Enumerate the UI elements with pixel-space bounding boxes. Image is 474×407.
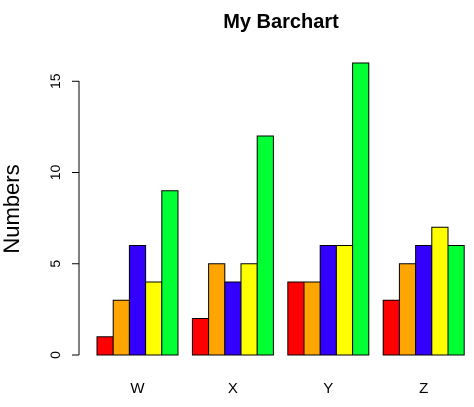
y-tick-label: 10 (47, 165, 63, 181)
bar-Z-1 (382, 299, 400, 356)
chart-title: My Barchart (223, 11, 339, 33)
bar-Z-2 (398, 263, 417, 356)
bar-W-4 (145, 281, 163, 356)
category-label-W: W (130, 380, 145, 397)
bar-Y-1 (287, 281, 305, 356)
bar-Y-4 (335, 245, 354, 356)
y-tick-label: 15 (47, 73, 63, 89)
category-labels: W X Y Z (130, 380, 428, 397)
bar-Y-2 (303, 281, 321, 356)
y-tick-label: 0 (47, 351, 63, 359)
category-label-Z: Z (419, 380, 428, 397)
bar-X-2 (208, 263, 226, 356)
category-label-Y: Y (323, 380, 333, 397)
bar-W-1 (96, 336, 114, 356)
y-tick-label: 5 (47, 260, 63, 268)
bar-X-3 (224, 281, 242, 356)
bar-X-1 (191, 318, 210, 356)
bar-Z-5 (447, 245, 465, 356)
category-label-X: X (228, 380, 238, 397)
y-axis-ticks: 0 5 10 15 (47, 73, 79, 359)
bar-Y-5 (352, 62, 370, 356)
bars-group (96, 62, 465, 356)
bar-W-5 (161, 190, 179, 356)
bar-Z-3 (415, 245, 433, 356)
bar-X-4 (240, 263, 258, 356)
bar-W-2 (112, 299, 130, 356)
bar-X-5 (256, 135, 274, 356)
bar-Y-3 (319, 245, 337, 356)
bar-W-3 (128, 245, 147, 356)
bar-Z-4 (431, 226, 449, 356)
y-axis-label: Numbers (0, 164, 24, 253)
